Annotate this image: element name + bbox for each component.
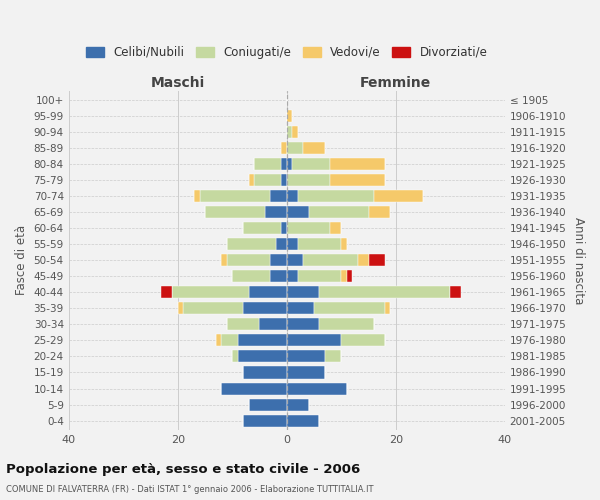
Text: Maschi: Maschi <box>151 76 205 90</box>
Bar <box>200 190 271 202</box>
Bar <box>271 270 287 282</box>
Bar <box>271 254 287 266</box>
Bar <box>232 270 271 282</box>
Bar <box>287 174 331 186</box>
Y-axis label: Fasce di età: Fasce di età <box>15 226 28 296</box>
Bar <box>298 238 341 250</box>
Bar <box>243 414 287 426</box>
Bar <box>287 158 292 170</box>
Bar <box>341 238 347 250</box>
Bar <box>259 318 287 330</box>
Bar <box>287 382 347 394</box>
Bar <box>243 302 287 314</box>
Bar <box>303 142 325 154</box>
Bar <box>232 350 238 362</box>
Bar <box>331 174 385 186</box>
Bar <box>287 270 298 282</box>
Bar <box>287 318 319 330</box>
Text: Femmine: Femmine <box>360 76 431 90</box>
Bar <box>265 206 287 218</box>
Bar <box>227 254 271 266</box>
Bar <box>347 270 352 282</box>
Bar <box>292 158 331 170</box>
Bar <box>325 350 341 362</box>
Text: Popolazione per età, sesso e stato civile - 2006: Popolazione per età, sesso e stato civil… <box>6 462 360 475</box>
Bar <box>248 398 287 410</box>
Bar <box>172 286 248 298</box>
Bar <box>385 302 391 314</box>
Bar <box>254 174 281 186</box>
Bar <box>314 302 385 314</box>
Bar <box>281 142 287 154</box>
Bar <box>287 414 319 426</box>
Y-axis label: Anni di nascita: Anni di nascita <box>572 216 585 304</box>
Bar <box>271 190 287 202</box>
Bar <box>368 254 385 266</box>
Bar <box>287 126 292 138</box>
Bar <box>319 286 451 298</box>
Bar <box>358 254 368 266</box>
Bar <box>368 206 391 218</box>
Bar <box>331 222 341 234</box>
Bar <box>194 190 200 202</box>
Bar <box>341 270 347 282</box>
Bar <box>451 286 461 298</box>
Bar <box>248 286 287 298</box>
Bar <box>341 334 385 346</box>
Bar <box>287 238 298 250</box>
Bar <box>287 302 314 314</box>
Bar <box>281 174 287 186</box>
Bar <box>227 238 276 250</box>
Bar <box>287 398 308 410</box>
Legend: Celibi/Nubili, Coniugati/e, Vedovi/e, Divorziati/e: Celibi/Nubili, Coniugati/e, Vedovi/e, Di… <box>83 42 491 62</box>
Bar <box>287 286 319 298</box>
Bar <box>221 254 227 266</box>
Bar <box>221 334 238 346</box>
Bar <box>331 158 385 170</box>
Bar <box>287 350 325 362</box>
Bar <box>238 334 287 346</box>
Bar <box>205 206 265 218</box>
Bar <box>308 206 368 218</box>
Bar <box>287 190 298 202</box>
Bar <box>287 366 325 378</box>
Bar <box>287 254 303 266</box>
Bar <box>161 286 172 298</box>
Bar <box>183 302 243 314</box>
Bar <box>374 190 423 202</box>
Bar <box>243 222 281 234</box>
Bar <box>319 318 374 330</box>
Bar <box>298 190 374 202</box>
Bar <box>287 142 303 154</box>
Bar <box>292 126 298 138</box>
Bar <box>281 158 287 170</box>
Bar <box>298 270 341 282</box>
Bar <box>281 222 287 234</box>
Bar <box>227 318 259 330</box>
Bar <box>287 110 292 122</box>
Bar <box>248 174 254 186</box>
Bar <box>243 366 287 378</box>
Bar <box>303 254 358 266</box>
Bar <box>178 302 183 314</box>
Bar <box>287 206 308 218</box>
Bar <box>276 238 287 250</box>
Text: COMUNE DI FALVATERRA (FR) - Dati ISTAT 1° gennaio 2006 - Elaborazione TUTTITALIA: COMUNE DI FALVATERRA (FR) - Dati ISTAT 1… <box>6 486 373 494</box>
Bar <box>287 222 331 234</box>
Bar <box>216 334 221 346</box>
Bar <box>221 382 287 394</box>
Bar <box>254 158 281 170</box>
Bar <box>238 350 287 362</box>
Bar <box>287 334 341 346</box>
